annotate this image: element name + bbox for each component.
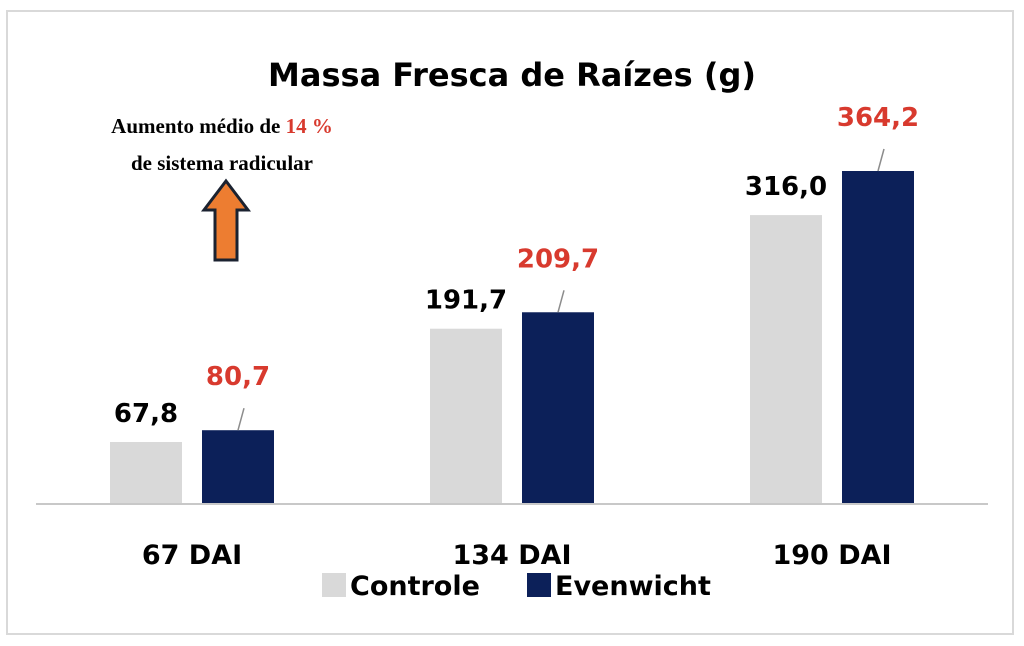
data-label-evenwicht-1: 80,7 (206, 362, 270, 392)
category-label: 190 DAI (772, 540, 891, 571)
legend-swatch-evenwicht (527, 573, 551, 597)
bar-controle-3 (750, 215, 822, 504)
bar-evenwicht-3 (842, 171, 914, 504)
annotation-line1: Aumento médio de 14 % (111, 114, 333, 138)
legend-label-controle: Controle (350, 571, 480, 602)
category-labels: 67 DAI 134 DAI 190 DAI (142, 540, 892, 571)
category-label: 67 DAI (142, 540, 242, 571)
leader-line (237, 408, 245, 431)
legend: Controle Evenwicht (322, 571, 711, 602)
data-label-evenwicht-3: 364,2 (837, 103, 919, 133)
bar-controle-1 (110, 442, 182, 504)
annotation: Aumento médio de 14 % de sistema radicul… (111, 114, 333, 262)
bar-evenwicht-1 (202, 430, 274, 504)
data-label-controle-2: 191,7 (425, 286, 507, 316)
up-arrow-icon (200, 178, 252, 262)
bars: 67,8 80,7 191,7 209,7 316,0 364,2 (110, 103, 919, 504)
chart-title: Massa Fresca de Raízes (g) (268, 56, 756, 94)
legend-swatch-controle (322, 573, 346, 597)
data-label-controle-1: 67,8 (114, 399, 178, 429)
bar-controle-2 (430, 328, 502, 504)
leader-line (877, 148, 885, 172)
data-label-evenwicht-2: 209,7 (517, 244, 599, 274)
legend-label-evenwicht: Evenwicht (555, 571, 711, 602)
bar-evenwicht-2 (522, 312, 594, 504)
annotation-line2: de sistema radicular (131, 151, 313, 175)
leader-line (557, 290, 565, 313)
data-label-controle-3: 316,0 (745, 172, 827, 202)
category-label: 134 DAI (452, 540, 571, 571)
